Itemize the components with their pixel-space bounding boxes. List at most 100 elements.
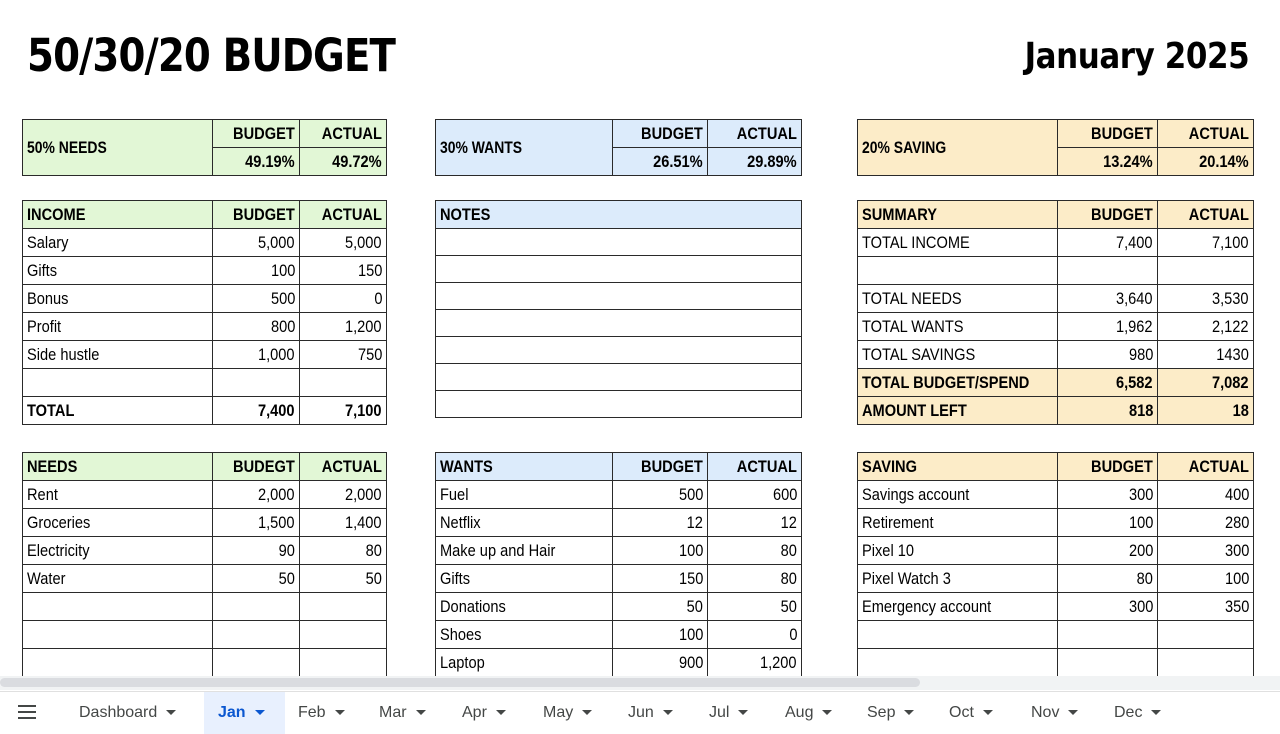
summary-header[interactable]: SUMMARY <box>857 200 1058 229</box>
wants-actual[interactable]: 12 <box>707 508 802 537</box>
needs-box-budget-header[interactable]: BUDGET <box>212 119 300 148</box>
needs-item[interactable]: Electricity <box>22 536 213 565</box>
needs-budget-header[interactable]: BUDEGT <box>212 452 300 481</box>
needs-header[interactable]: NEEDS <box>22 452 213 481</box>
needs-box-label[interactable]: 50% NEEDS <box>22 119 213 176</box>
total-spend-label[interactable]: TOTAL BUDGET/SPEND <box>857 368 1058 397</box>
income-actual[interactable]: 0 <box>299 284 387 313</box>
tab-apr[interactable]: Apr <box>449 692 529 734</box>
income-budget[interactable]: 1,000 <box>212 340 300 369</box>
wants-header[interactable]: WANTS <box>435 452 613 481</box>
income-item[interactable]: Bonus <box>22 284 213 313</box>
wants-actual[interactable]: 1,200 <box>707 648 802 677</box>
tab-oct[interactable]: Oct <box>936 692 1016 734</box>
wants-actual[interactable]: 50 <box>707 592 802 621</box>
saving-budget[interactable]: 300 <box>1057 480 1158 509</box>
income-item[interactable]: Gifts <box>22 256 213 285</box>
saving-item[interactable]: Pixel Watch 3 <box>857 564 1058 593</box>
needs-actual-header[interactable]: ACTUAL <box>299 452 387 481</box>
income-budget[interactable]: 5,000 <box>212 228 300 257</box>
wants-budget-header[interactable]: BUDGET <box>612 452 708 481</box>
needs-item[interactable] <box>22 620 213 649</box>
saving-item[interactable]: Retirement <box>857 508 1058 537</box>
summary-item[interactable]: TOTAL WANTS <box>857 312 1058 341</box>
needs-budget[interactable]: 50 <box>212 564 300 593</box>
income-actual[interactable]: 750 <box>299 340 387 369</box>
income-budget[interactable] <box>212 368 300 397</box>
wants-item[interactable]: Laptop <box>435 648 613 677</box>
saving-header[interactable]: SAVING <box>857 452 1058 481</box>
saving-budget[interactable]: 80 <box>1057 564 1158 593</box>
needs-budget[interactable] <box>212 592 300 621</box>
summary-actual[interactable]: 1430 <box>1157 340 1254 369</box>
income-budget[interactable]: 800 <box>212 312 300 341</box>
notes-header[interactable]: NOTES <box>435 200 802 229</box>
needs-budget[interactable]: 1,500 <box>212 508 300 537</box>
wants-actual[interactable]: 80 <box>707 536 802 565</box>
needs-item[interactable] <box>22 592 213 621</box>
notes-cell[interactable] <box>435 282 802 310</box>
needs-item[interactable]: Groceries <box>22 508 213 537</box>
notes-cell[interactable] <box>435 363 802 391</box>
amount-left-actual[interactable]: 18 <box>1157 396 1254 425</box>
saving-item[interactable] <box>857 620 1058 649</box>
income-budget-header[interactable]: BUDGET <box>212 200 300 229</box>
summary-item[interactable]: TOTAL INCOME <box>857 228 1058 257</box>
wants-budget[interactable]: 900 <box>612 648 708 677</box>
summary-actual[interactable]: 3,530 <box>1157 284 1254 313</box>
menu-icon[interactable] <box>18 705 36 719</box>
summary-budget-header[interactable]: BUDGET <box>1057 200 1158 229</box>
tab-nov[interactable]: Nov <box>1018 692 1098 734</box>
needs-actual[interactable] <box>299 620 387 649</box>
needs-actual[interactable]: 50 <box>299 564 387 593</box>
wants-item[interactable]: Fuel <box>435 480 613 509</box>
wants-box-label[interactable]: 30% WANTS <box>435 119 613 176</box>
tab-sep[interactable]: Sep <box>854 692 934 734</box>
saving-budget[interactable]: 200 <box>1057 536 1158 565</box>
notes-cell[interactable] <box>435 228 802 256</box>
saving-actual[interactable]: 100 <box>1157 564 1254 593</box>
wants-actual[interactable]: 0 <box>707 620 802 649</box>
summary-budget[interactable]: 1,962 <box>1057 312 1158 341</box>
tab-dashboard[interactable]: Dashboard <box>66 692 196 734</box>
notes-cell[interactable] <box>435 336 802 364</box>
saving-actual[interactable] <box>1157 648 1254 677</box>
wants-actual[interactable]: 600 <box>707 480 802 509</box>
saving-actual[interactable]: 300 <box>1157 536 1254 565</box>
saving-box-budget-header[interactable]: BUDGET <box>1057 119 1158 148</box>
income-item[interactable]: Salary <box>22 228 213 257</box>
income-item[interactable]: Side hustle <box>22 340 213 369</box>
needs-actual-percent[interactable]: 49.72% <box>299 147 387 176</box>
wants-item[interactable]: Netflix <box>435 508 613 537</box>
wants-actual[interactable]: 80 <box>707 564 802 593</box>
wants-budget[interactable]: 50 <box>612 592 708 621</box>
tab-may[interactable]: May <box>530 692 614 734</box>
wants-budget[interactable]: 100 <box>612 536 708 565</box>
amount-left-label[interactable]: AMOUNT LEFT <box>857 396 1058 425</box>
needs-item[interactable]: Rent <box>22 480 213 509</box>
needs-item[interactable]: Water <box>22 564 213 593</box>
summary-actual[interactable]: 7,100 <box>1157 228 1254 257</box>
needs-budget[interactable]: 90 <box>212 536 300 565</box>
income-item[interactable]: Profit <box>22 312 213 341</box>
saving-box-actual-header[interactable]: ACTUAL <box>1157 119 1254 148</box>
tab-feb[interactable]: Feb <box>285 692 365 734</box>
wants-budget[interactable]: 150 <box>612 564 708 593</box>
needs-actual[interactable] <box>299 592 387 621</box>
saving-actual[interactable]: 400 <box>1157 480 1254 509</box>
income-actual[interactable] <box>299 368 387 397</box>
wants-budget-percent[interactable]: 26.51% <box>612 147 708 176</box>
saving-item[interactable]: Savings account <box>857 480 1058 509</box>
saving-budget[interactable]: 100 <box>1057 508 1158 537</box>
tab-jun[interactable]: Jun <box>615 692 695 734</box>
summary-budget[interactable]: 980 <box>1057 340 1158 369</box>
needs-budget[interactable] <box>212 648 300 677</box>
income-total-label[interactable]: TOTAL <box>22 396 213 425</box>
summary-item[interactable]: TOTAL SAVINGS <box>857 340 1058 369</box>
summary-budget[interactable]: 7,400 <box>1057 228 1158 257</box>
needs-budget-percent[interactable]: 49.19% <box>212 147 300 176</box>
needs-actual[interactable]: 2,000 <box>299 480 387 509</box>
saving-item[interactable] <box>857 648 1058 677</box>
income-total-budget[interactable]: 7,400 <box>212 396 300 425</box>
tab-aug[interactable]: Aug <box>773 692 853 734</box>
